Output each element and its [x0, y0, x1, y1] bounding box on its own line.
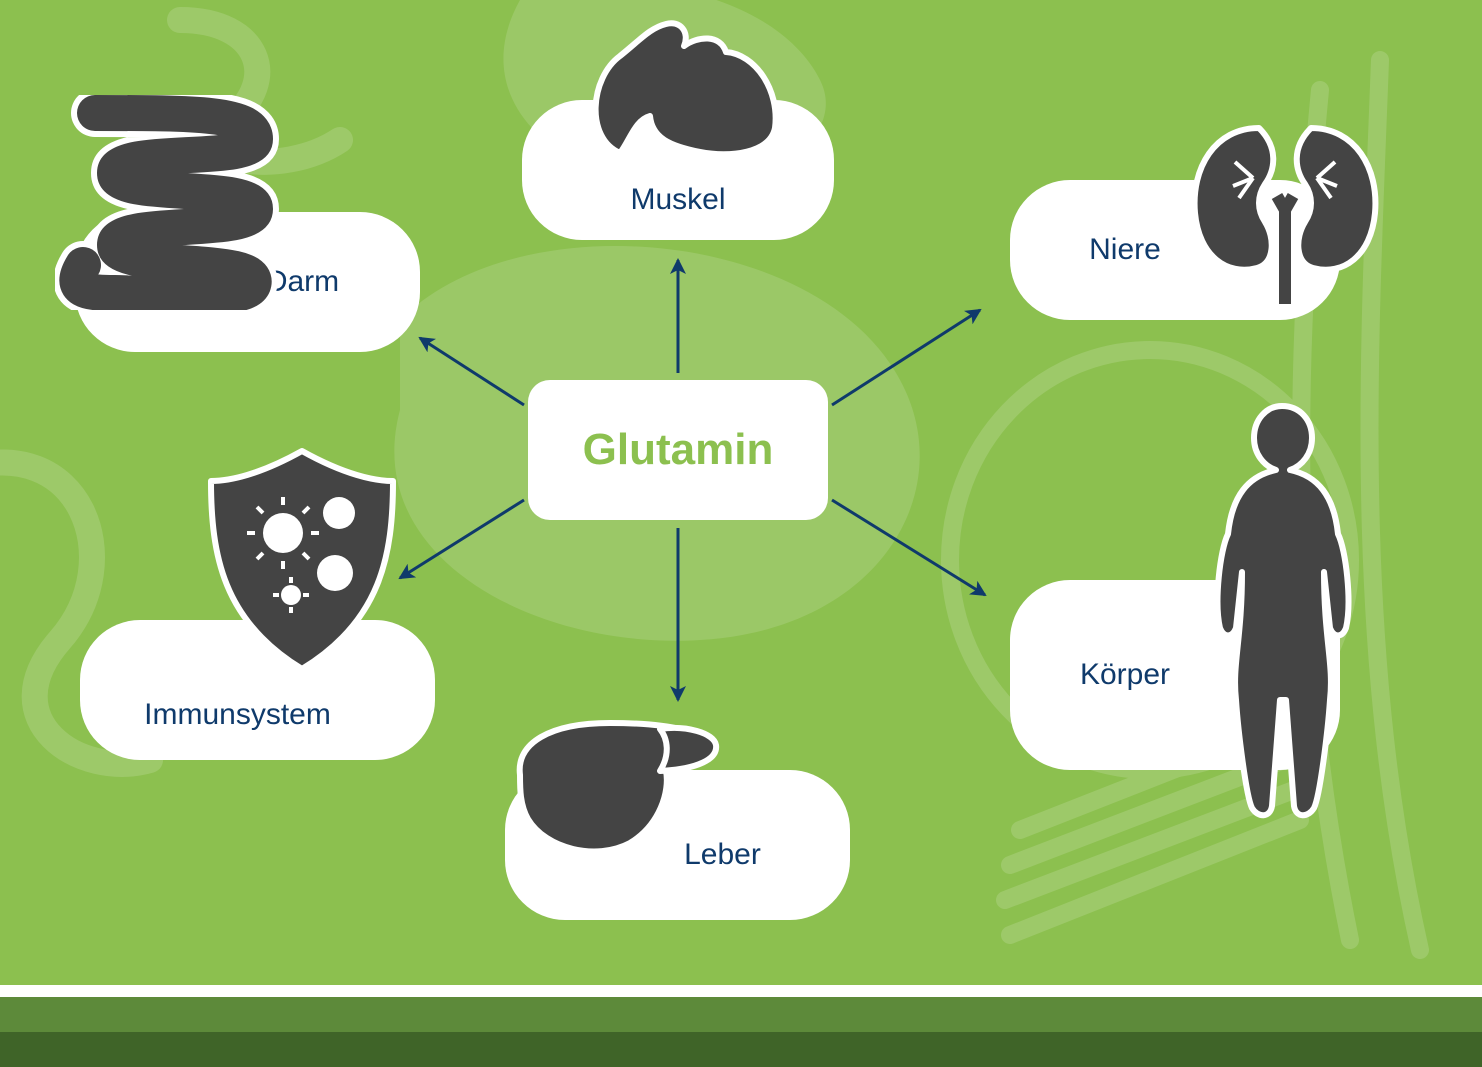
center-label: Glutamin [583, 425, 774, 475]
diagram-stage: GlutaminMuskel Niere Körper Leber [0, 0, 1482, 1067]
main-background: GlutaminMuskel Niere Körper Leber [0, 0, 1482, 985]
node-label-koerper: Körper [1080, 658, 1170, 692]
arrow-koerper [832, 500, 985, 595]
node-label-niere: Niere [1089, 233, 1161, 267]
bottom-strip-1 [0, 997, 1482, 1032]
node-label-immun: Immunsystem [144, 698, 331, 732]
shield-icon [205, 445, 400, 675]
center-node-glutamin: Glutamin [528, 380, 828, 520]
bottom-strip-0 [0, 985, 1482, 997]
arrow-darm [420, 338, 524, 405]
arrow-immun [400, 500, 524, 578]
node-label-muskel: Muskel [630, 183, 725, 217]
body-icon [1200, 400, 1365, 820]
kidney-icon [1185, 118, 1385, 308]
arrow-niere [832, 310, 980, 405]
liver-icon [510, 715, 725, 860]
muscle-icon [580, 18, 780, 158]
intestine-icon [55, 95, 280, 310]
bottom-strip-2 [0, 1032, 1482, 1067]
